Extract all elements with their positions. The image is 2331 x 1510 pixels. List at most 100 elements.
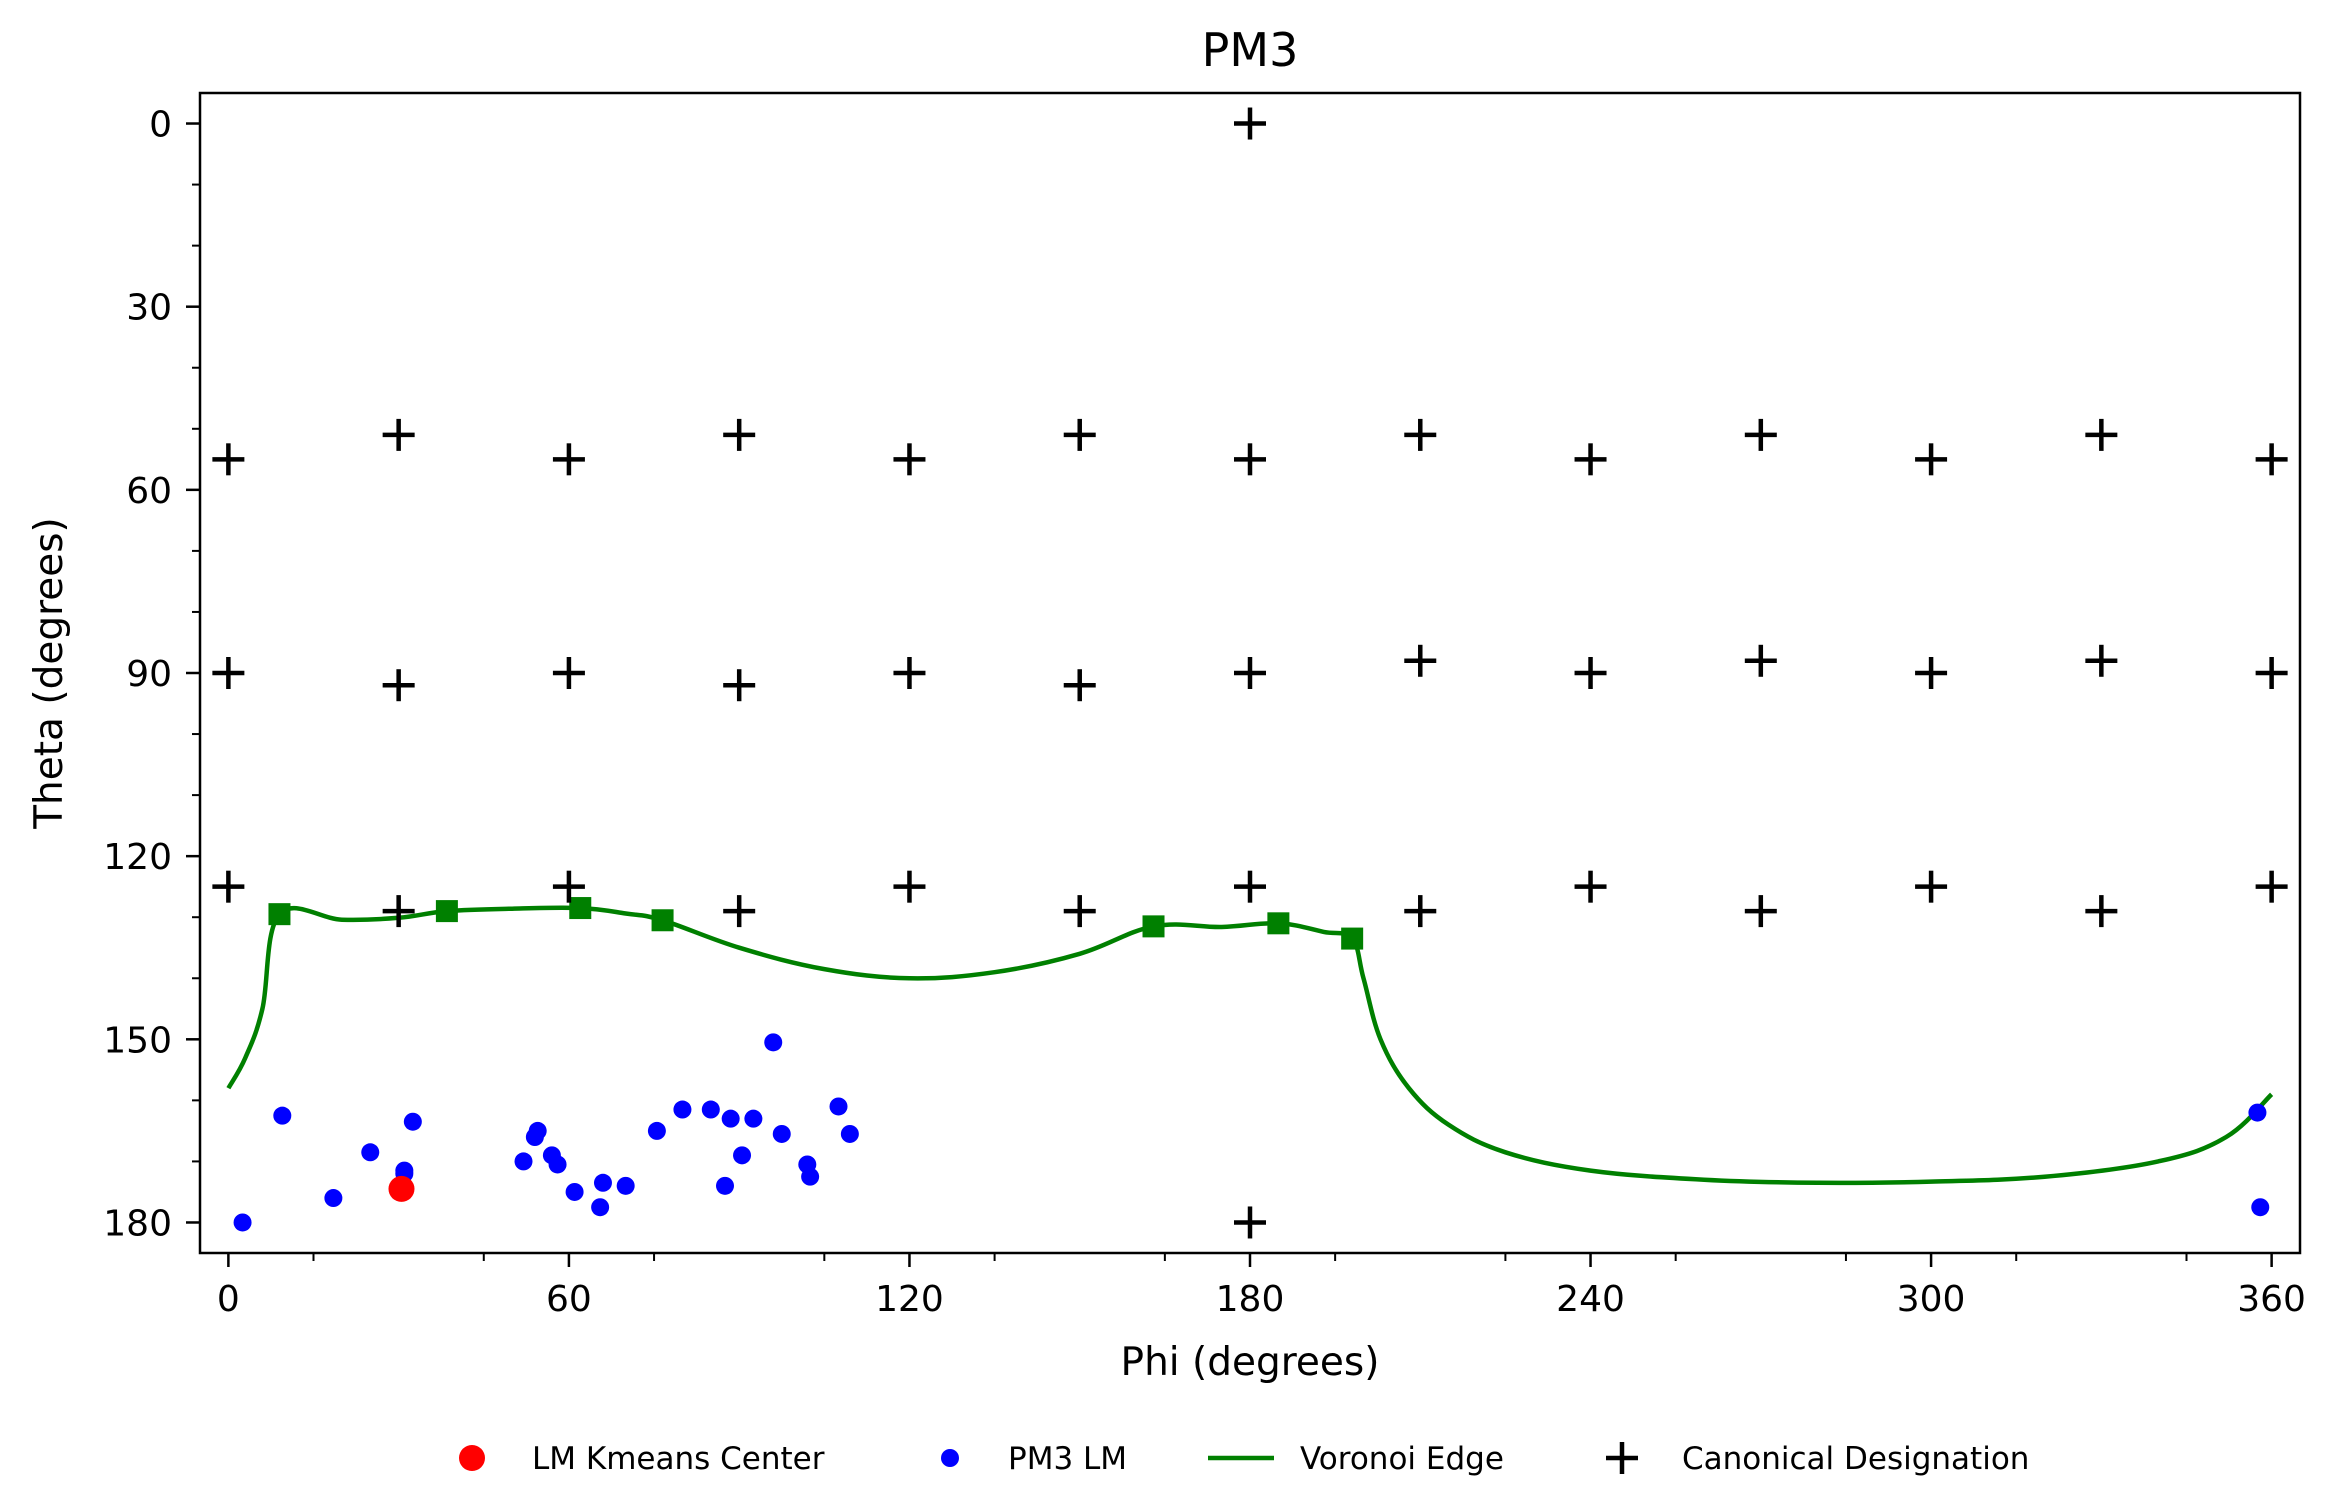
canonical-marker (893, 443, 926, 476)
pm3-lm-point (591, 1198, 610, 1217)
pm3-lm-point (733, 1146, 752, 1165)
pm3-lm-point (801, 1167, 820, 1186)
canonical-marker (1234, 870, 1266, 903)
canonical-marker (723, 895, 756, 928)
pm3-lm-point (721, 1109, 740, 1128)
y-tick-label: 90 (126, 654, 172, 695)
pm3-lm-point (361, 1143, 380, 1162)
canonical-marker (2255, 443, 2288, 476)
pm3-lm-point (565, 1182, 584, 1201)
y-tick-label: 150 (103, 1020, 172, 1061)
voronoi-vertex (1267, 912, 1290, 935)
voronoi-vertex (268, 903, 291, 926)
x-axis-label: Phi (degrees) (1121, 1340, 1380, 1385)
canonical-marker (382, 895, 415, 928)
pm3-lm-point (647, 1121, 666, 1140)
plot-area (212, 107, 2288, 1239)
legend-label: PM3 LM (1008, 1441, 1127, 1477)
pm3-lm-point (764, 1033, 783, 1052)
canonical-marker (2255, 657, 2288, 689)
x-tick-label: 360 (2237, 1279, 2306, 1320)
pm3-lm-point (744, 1109, 763, 1128)
legend-label: Canonical Designation (1682, 1441, 2029, 1477)
canonical-marker (723, 669, 756, 702)
x-tick-label: 180 (1216, 1279, 1285, 1320)
chart-title: PM3 (1202, 23, 1299, 77)
voronoi-vertex (1341, 927, 1364, 950)
canonical-marker (893, 870, 926, 903)
canonical-marker (2255, 870, 2288, 903)
pm3-lm-point (324, 1189, 343, 1208)
legend-item: PM3 LM (941, 1441, 1127, 1477)
y-axis-label: Theta (degrees) (27, 517, 72, 830)
x-tick-label: 240 (1556, 1279, 1625, 1320)
y-tick-label: 180 (103, 1203, 172, 1244)
canonical-marker (1404, 418, 1437, 451)
canonical-marker (552, 657, 585, 689)
canonical-marker (1404, 644, 1437, 677)
voronoi-vertex (569, 897, 592, 920)
pm3-lm-point (403, 1112, 422, 1131)
voronoi-edge-line (226, 905, 2274, 1186)
canonical-marker (1744, 895, 1777, 928)
legend-item: Canonical Designation (1606, 1441, 2029, 1477)
pm3-lm-point (772, 1124, 791, 1143)
legend-item: Voronoi Edge (1208, 1441, 1504, 1477)
canonical-marker (1915, 657, 1948, 689)
y-axis: 0 30 60 90 120 150 180 (103, 105, 200, 1244)
legend-kmeans-marker (459, 1445, 485, 1471)
pm3-lm-point (548, 1155, 567, 1174)
canonical-marker (1234, 107, 1266, 140)
pm3-lm-point (716, 1176, 734, 1195)
canonical-marker (1574, 657, 1607, 689)
pm3-lm-point (829, 1097, 848, 1116)
y-tick-label: 30 (126, 288, 172, 329)
canonical-marker (1063, 669, 1096, 702)
legend: LM Kmeans Center PM3 LM Voronoi Edge Canoni… (459, 1441, 2029, 1477)
canonical-marker (1574, 443, 1607, 476)
pm3-lm-point (616, 1176, 635, 1195)
x-axis: 0 60 120 180 240 300 360 (217, 1253, 2306, 1320)
x-tick-label: 0 (217, 1279, 240, 1320)
canonical-marker (1234, 1206, 1266, 1239)
canonical-marker (2085, 644, 2118, 677)
canonical-marker (1234, 657, 1266, 689)
y-tick-label: 120 (103, 837, 172, 878)
canonical-marker (212, 443, 245, 476)
legend-item: LM Kmeans Center (459, 1441, 825, 1477)
legend-label: Voronoi Edge (1300, 1441, 1504, 1477)
canonical-marker (1063, 895, 1096, 928)
canonical-marker (212, 870, 245, 903)
pm3-lm-point (273, 1106, 292, 1125)
legend-label: LM Kmeans Center (532, 1441, 825, 1477)
canonical-marker (1574, 870, 1607, 903)
y-tick-label: 60 (126, 471, 172, 512)
canonical-marker (552, 443, 585, 476)
y-tick-label: 0 (149, 105, 172, 146)
canonical-marker (1915, 443, 1948, 476)
x-tick-label: 60 (546, 1279, 592, 1320)
pm3-lm-point (2248, 1103, 2267, 1122)
pm3-lm-point (514, 1152, 533, 1171)
pm3-lm-point (2251, 1198, 2270, 1217)
canonical-marker (382, 418, 415, 451)
pm3-lm-point (673, 1100, 692, 1119)
canonical-marker (1744, 418, 1777, 451)
canonical-marker (1063, 418, 1096, 451)
pm3-lm-point (593, 1173, 612, 1192)
canonical-marker (552, 870, 585, 903)
kmeans-center-point (388, 1175, 415, 1202)
canonical-marker (1234, 443, 1266, 476)
voronoi-vertex (435, 900, 458, 923)
canonical-marker (382, 669, 415, 702)
canonical-marker (2085, 418, 2118, 451)
canonical-marker (212, 657, 245, 689)
pm3-lm-point (840, 1124, 859, 1143)
pm3-lm-point (528, 1121, 547, 1140)
legend-canonical-marker (1606, 1442, 1638, 1474)
voronoi-vertex (651, 909, 674, 932)
pm3-lm-point (701, 1100, 720, 1119)
x-tick-label: 300 (1897, 1279, 1966, 1320)
canonical-marker (1744, 644, 1777, 677)
